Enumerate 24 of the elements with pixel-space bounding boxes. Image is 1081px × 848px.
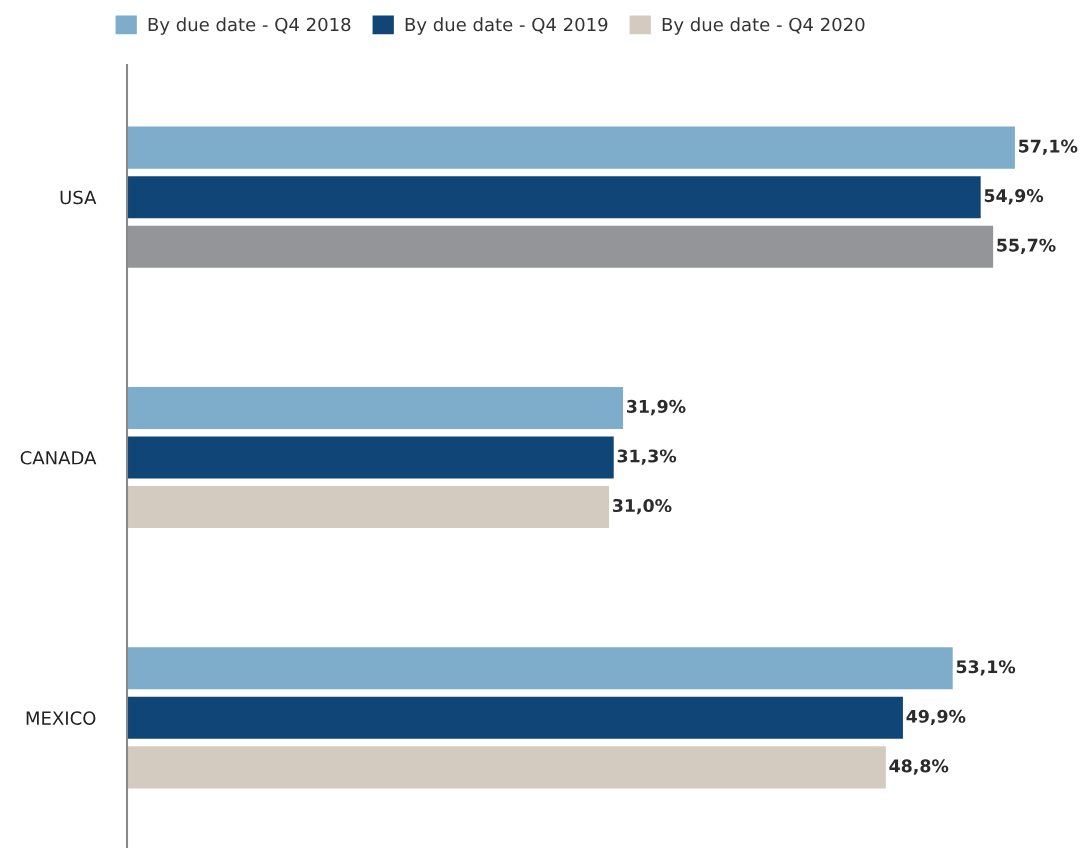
data-label: 54,9% — [984, 189, 1044, 205]
y-tick-label: USA — [60, 190, 97, 205]
data-label: 48,8% — [889, 759, 949, 775]
y-tick-label: CANADA — [20, 450, 97, 465]
bar — [127, 436, 614, 479]
data-label: 31,0% — [612, 498, 672, 515]
legend-label: By due date - Q4 2020 — [662, 17, 865, 35]
data-label: 31,3% — [617, 449, 677, 465]
y-tick-label: MEXICO — [26, 711, 96, 725]
bar — [127, 746, 886, 789]
legend-label: By due date - Q4 2018 — [148, 17, 351, 35]
data-label: 31,9% — [626, 399, 686, 416]
bar — [127, 225, 994, 268]
bar — [127, 486, 610, 529]
bar — [127, 386, 624, 429]
data-label: 55,7% — [997, 238, 1056, 254]
bar — [127, 176, 981, 219]
data-label: 49,9% — [906, 709, 966, 726]
bar — [127, 126, 1015, 169]
bar — [127, 647, 953, 690]
data-label: 57,1% — [1019, 139, 1078, 155]
legend-label: By due date - Q4 2019 — [405, 17, 608, 35]
bar — [127, 696, 903, 739]
data-label: 53,1% — [956, 660, 1016, 676]
